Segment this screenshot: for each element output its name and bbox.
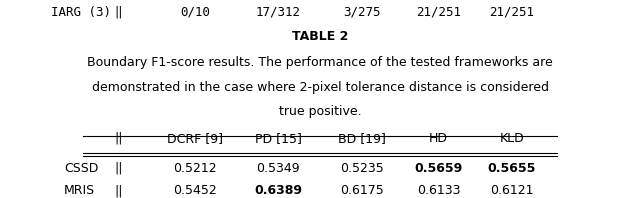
Text: 0.5659: 0.5659 bbox=[414, 162, 463, 175]
Text: ||: || bbox=[114, 6, 123, 19]
Text: demonstrated in the case where 2-pixel tolerance distance is considered: demonstrated in the case where 2-pixel t… bbox=[92, 81, 548, 94]
Text: 0.6133: 0.6133 bbox=[417, 184, 460, 197]
Text: ||: || bbox=[114, 184, 123, 197]
Text: 0.5212: 0.5212 bbox=[173, 162, 217, 175]
Text: 21/251: 21/251 bbox=[490, 6, 534, 19]
Text: PD [15]: PD [15] bbox=[255, 132, 302, 145]
Text: 0/10: 0/10 bbox=[180, 6, 210, 19]
Text: DCRF [9]: DCRF [9] bbox=[167, 132, 223, 145]
Text: IARG (3): IARG (3) bbox=[51, 6, 111, 19]
Text: TABLE 2: TABLE 2 bbox=[292, 30, 348, 43]
Text: 0.5235: 0.5235 bbox=[340, 162, 383, 175]
Text: 0.5452: 0.5452 bbox=[173, 184, 217, 197]
Text: 21/251: 21/251 bbox=[416, 6, 461, 19]
Text: 0.6175: 0.6175 bbox=[340, 184, 383, 197]
Text: ||: || bbox=[114, 132, 123, 145]
Text: HD: HD bbox=[429, 132, 448, 145]
Text: KLD: KLD bbox=[500, 132, 524, 145]
Text: Boundary F1-score results. The performance of the tested frameworks are: Boundary F1-score results. The performan… bbox=[87, 56, 553, 69]
Text: 0.5655: 0.5655 bbox=[488, 162, 536, 175]
Text: MRIS: MRIS bbox=[64, 184, 95, 197]
Text: true positive.: true positive. bbox=[278, 105, 362, 118]
Text: 3/275: 3/275 bbox=[343, 6, 380, 19]
Text: 0.5349: 0.5349 bbox=[257, 162, 300, 175]
Text: 0.6121: 0.6121 bbox=[490, 184, 534, 197]
Text: CSSD: CSSD bbox=[64, 162, 99, 175]
Text: 17/312: 17/312 bbox=[256, 6, 301, 19]
Text: BD [19]: BD [19] bbox=[338, 132, 385, 145]
Text: 0.6389: 0.6389 bbox=[254, 184, 302, 197]
Text: ||: || bbox=[114, 162, 123, 175]
